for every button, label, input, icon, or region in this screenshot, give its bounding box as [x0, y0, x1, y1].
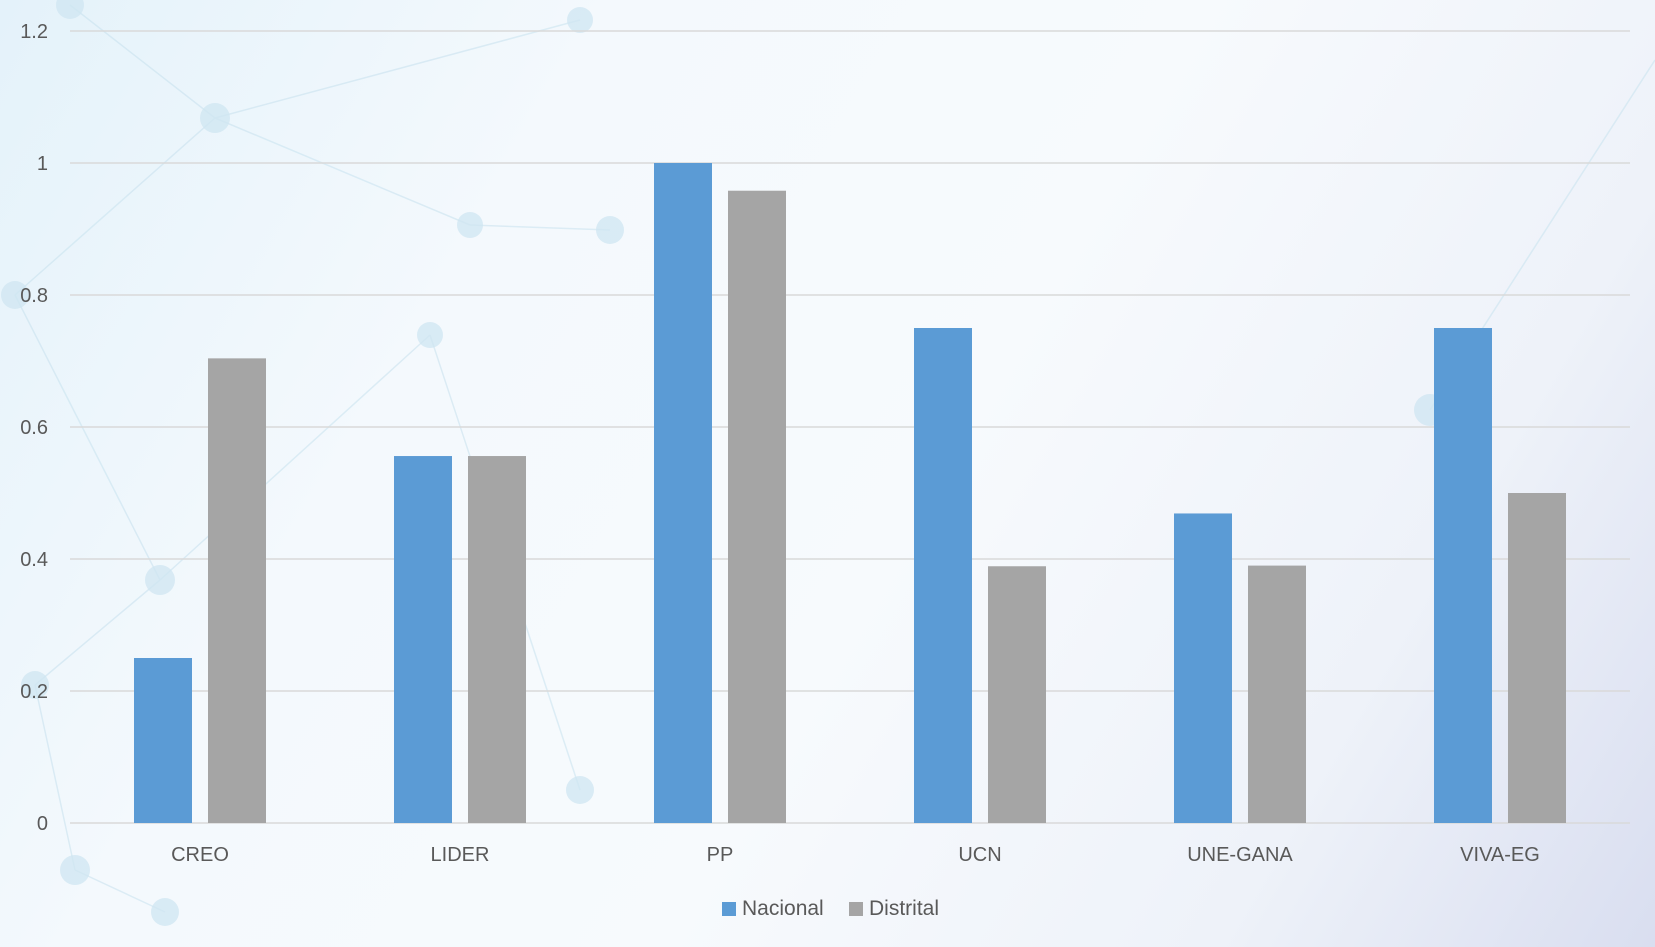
- bar-distrital-viva-eg: [1508, 493, 1566, 823]
- legend-label-distrital: Distrital: [869, 897, 939, 920]
- x-axis-category-labels: CREO LIDER PP UCN UNE-GANA VIVA-EG: [171, 844, 1540, 866]
- y-tick-label: 0.8: [20, 285, 48, 307]
- bar-distrital-une-gana: [1248, 565, 1306, 823]
- x-category-label: CREO: [171, 844, 229, 866]
- bar-distrital-ucn: [988, 566, 1046, 823]
- y-axis-tick-labels: 0 0.2 0.4 0.6 0.8 1 1.2: [20, 21, 48, 835]
- bar-series: [134, 163, 1566, 824]
- y-tick-label: 0.4: [20, 549, 48, 571]
- bar-nacional-lider: [394, 456, 452, 823]
- legend-swatch-nacional: [722, 902, 736, 916]
- legend-swatch-distrital: [849, 902, 863, 916]
- bar-distrital-lider: [468, 456, 526, 823]
- y-tick-label: 0.2: [20, 681, 48, 703]
- y-gridlines: [70, 30, 1630, 824]
- x-category-label: VIVA-EG: [1460, 844, 1540, 866]
- y-tick-label: 1.2: [20, 21, 48, 43]
- x-category-label: LIDER: [431, 844, 490, 866]
- bar-nacional-viva-eg: [1434, 328, 1492, 823]
- x-category-label: PP: [707, 844, 734, 866]
- background-network-decoration: [1, 0, 1655, 926]
- y-tick-label: 0: [37, 813, 48, 835]
- legend: Nacional Distrital: [722, 897, 939, 920]
- x-category-label: UCN: [958, 844, 1001, 866]
- bar-nacional-pp: [654, 163, 712, 823]
- bar-distrital-pp: [728, 190, 786, 824]
- x-category-label: UNE-GANA: [1187, 844, 1293, 866]
- bar-nacional-ucn: [914, 328, 972, 823]
- legend-label-nacional: Nacional: [742, 897, 824, 920]
- bar-distrital-creo: [208, 358, 266, 823]
- y-tick-label: 0.6: [20, 417, 48, 439]
- bar-nacional-creo: [134, 658, 192, 823]
- y-tick-label: 1: [37, 153, 48, 175]
- bar-nacional-une-gana: [1174, 513, 1232, 823]
